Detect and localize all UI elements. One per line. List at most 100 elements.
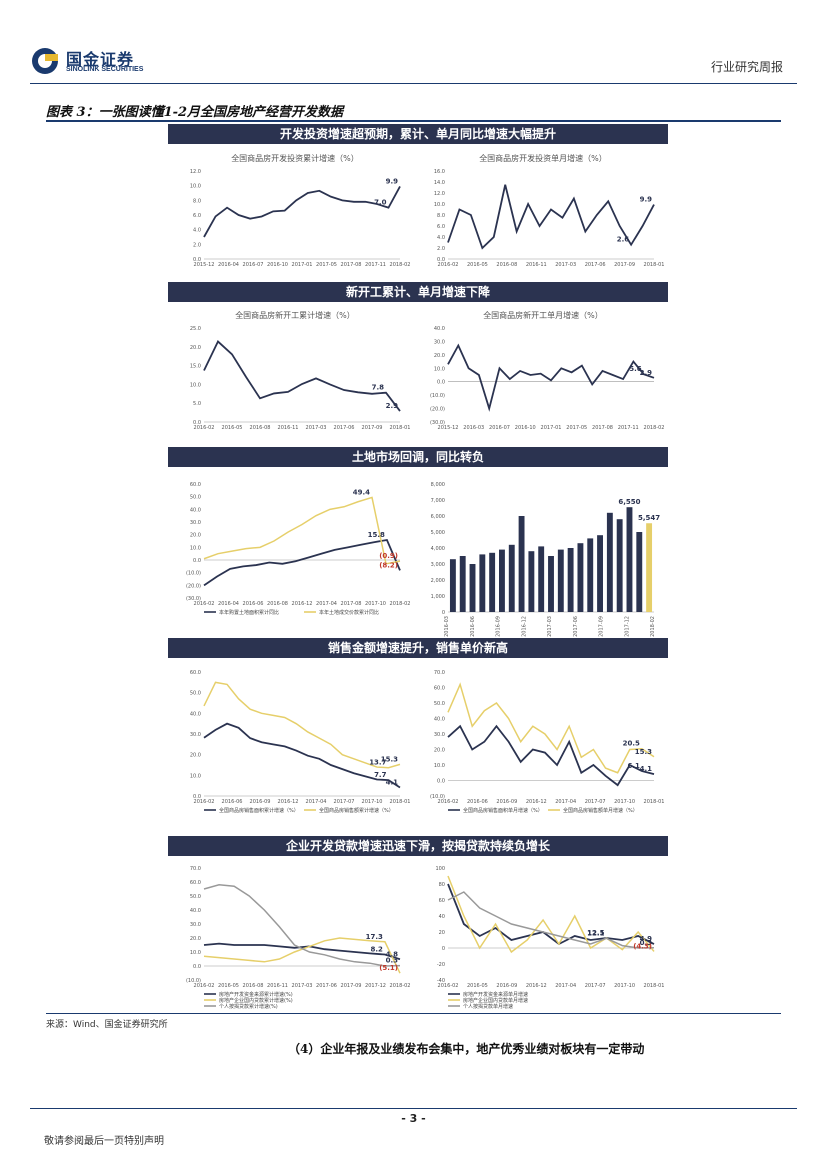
data-label: 5.6 — [629, 365, 642, 373]
legend-label: 房地产企业国内贷款累计增速(%) — [219, 997, 293, 1004]
series-line — [447, 875, 655, 954]
legend-label: 全国商品房销售面积单月增速（%） — [463, 807, 543, 814]
bar — [538, 546, 545, 612]
x-tick-label: 2016-03 — [463, 425, 484, 431]
x-tick-label: 2018-01 — [644, 262, 665, 268]
logo: 国金证券 SINOLINK SECURITIES — [30, 44, 160, 80]
y-tick-label: 5,000 — [431, 530, 445, 536]
y-tick-label: 30.0 — [190, 922, 201, 928]
y-tick-label: 0.0 — [193, 257, 201, 263]
y-tick-label: 20.0 — [434, 353, 445, 359]
x-tick-label: 2017-05 — [316, 262, 337, 268]
band-land: 土地市场回调，同比转负 — [168, 447, 668, 467]
band-loans: 企业开发贷款增速迅速下滑，按揭贷款持续负增长 — [168, 836, 668, 856]
data-label: 4.1 — [640, 765, 653, 773]
chart-title-1: 全国商品房开发投资累计增速（%） — [231, 154, 359, 163]
figure-title-divider — [46, 120, 781, 122]
y-tick-label: 15.0 — [190, 364, 201, 370]
x-tick-label: 2016-11 — [278, 425, 299, 431]
x-tick-label: 2016-02 — [194, 601, 215, 607]
y-tick-label: 40.0 — [434, 717, 445, 723]
legend-label: 本年土地成交价款累计同比 — [319, 609, 379, 616]
band-investment: 开发投资增速超预期，累计、单月同比增速大幅提升 — [168, 124, 668, 144]
x-tick-label: 2017-03 — [292, 983, 313, 989]
series-line — [203, 884, 401, 967]
legend-label: 本年购置土地面积累计同比 — [219, 609, 279, 616]
x-tick-label: 2018-02 — [650, 616, 656, 637]
x-tick-label: 2017-06 — [334, 425, 355, 431]
y-tick-label: 4,000 — [431, 546, 445, 552]
bar — [489, 552, 496, 612]
data-label: 12.1 — [587, 929, 604, 937]
x-tick-label: 2017-03 — [555, 262, 576, 268]
x-tick-label: 2018-02 — [390, 601, 411, 607]
y-tick-label: 30.0 — [434, 339, 445, 345]
x-tick-label: 2017-03 — [547, 616, 553, 637]
x-tick-label: 2017-07 — [334, 799, 355, 805]
x-tick-label: 2016-08 — [243, 983, 264, 989]
y-tick-label: 40.0 — [190, 507, 201, 513]
x-tick-label: 2017-07 — [585, 799, 606, 805]
y-tick-label: (10.0) — [186, 978, 201, 984]
data-label: 7.0 — [374, 199, 387, 207]
series-line — [203, 681, 401, 769]
x-tick-label: 2016-09 — [250, 799, 271, 805]
y-tick-label: 40 — [439, 914, 445, 920]
legend-label: 个人按揭贷款累计增速(%) — [219, 1003, 278, 1010]
x-tick-label: 2016-05 — [467, 983, 488, 989]
legend-label: 房地产企业国内贷款单月增速 — [463, 997, 528, 1004]
y-tick-label: 40.0 — [190, 711, 201, 717]
y-tick-label: 0 — [442, 610, 445, 616]
data-label: 15.3 — [381, 755, 398, 763]
x-tick-label: 2016-12 — [278, 799, 299, 805]
y-tick-label: 7,000 — [431, 498, 445, 504]
x-tick-label: 2016-07 — [243, 262, 264, 268]
chart-title-4: 全国商品房新开工单月增速（%） — [483, 311, 603, 320]
data-label: 4.1 — [386, 779, 399, 787]
series-line — [203, 942, 401, 961]
x-tick-label: 2018-01 — [390, 799, 411, 805]
x-tick-label: 2017-09 — [362, 425, 383, 431]
legend-label: 全国商品房销售额累计增速（%） — [319, 807, 394, 814]
x-tick-label: 2016-12 — [521, 616, 527, 637]
data-label: 15.3 — [635, 748, 652, 756]
y-tick-label: 30.0 — [434, 732, 445, 738]
y-tick-label: 10.0 — [434, 763, 445, 769]
series-line — [447, 891, 655, 949]
x-tick-label: 2017-09 — [614, 262, 635, 268]
data-label: 9.9 — [640, 196, 653, 204]
bar — [587, 538, 594, 612]
y-tick-label: -40 — [437, 978, 445, 984]
y-tick-label: 30.0 — [190, 520, 201, 526]
series-line — [203, 722, 401, 789]
y-tick-label: 8.0 — [437, 213, 445, 219]
data-label: (5.1) — [379, 964, 398, 972]
y-tick-label: 60.0 — [190, 482, 201, 488]
x-tick-label: 2017-01 — [292, 262, 313, 268]
x-tick-label: 2016-06 — [467, 799, 488, 805]
y-tick-label: 50.0 — [190, 495, 201, 501]
x-tick-label: 2017-08 — [592, 425, 613, 431]
data-label: 17.3 — [366, 933, 383, 941]
x-tick-label: 2016-05 — [218, 983, 239, 989]
x-tick-label: 2016-11 — [526, 262, 547, 268]
x-tick-label: 2016-06 — [470, 616, 476, 637]
y-tick-label: 2.0 — [193, 242, 201, 248]
data-label: 0.3 — [386, 957, 399, 965]
y-tick-label: 20.0 — [190, 753, 201, 759]
y-tick-label: 10.0 — [190, 950, 201, 956]
x-tick-label: 2016-12 — [526, 983, 547, 989]
x-tick-label: 2017-06 — [585, 262, 606, 268]
y-tick-label: 16.0 — [434, 169, 445, 175]
x-tick-label: 2017-09 — [341, 983, 362, 989]
y-tick-label: 5.0 — [193, 401, 201, 407]
x-tick-label: 2016-10 — [267, 262, 288, 268]
x-tick-label: 2016-06 — [222, 799, 243, 805]
section-heading: （4）企业年报及业绩发布会集中，地产优秀业绩对板块有一定带动 — [288, 1042, 645, 1056]
y-tick-label: (10.0) — [430, 393, 445, 399]
chart-loans-cumulative: 70.060.050.040.030.020.010.00.0(10.0)201… — [186, 866, 411, 1010]
x-tick-label: 2016-08 — [496, 262, 517, 268]
y-tick-label: 0.0 — [193, 794, 201, 800]
x-tick-label: 2018-01 — [644, 983, 665, 989]
series-line — [447, 184, 655, 250]
